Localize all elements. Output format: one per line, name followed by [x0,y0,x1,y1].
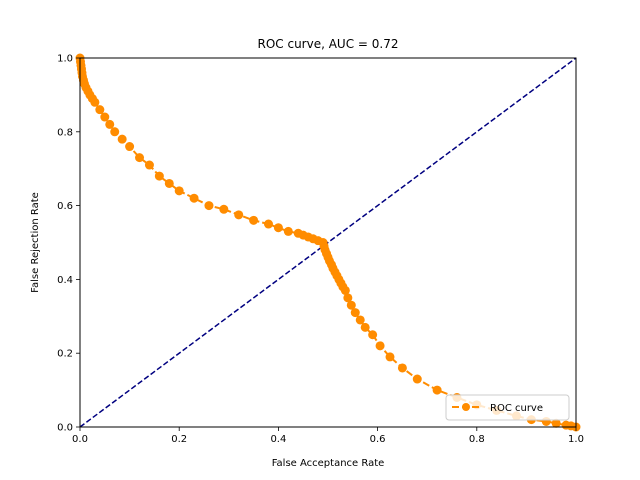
roc-point [432,385,442,395]
roc-point [355,315,365,325]
roc-point [360,322,370,332]
x-axis-label: False Acceptance Rate [272,458,385,469]
y-tick-label: 0.2 [57,349,73,360]
roc-point [385,352,395,362]
x-tick-label: 0.6 [370,434,386,445]
roc-point [110,127,120,137]
roc-point [343,293,353,303]
roc-point [350,308,360,318]
roc-point [164,178,174,188]
roc-point [105,119,115,129]
roc-point [174,186,184,196]
chance-diagonal-line [79,57,577,428]
y-tick-label: 0.6 [57,201,73,212]
plot-area [75,53,581,432]
roc-point [144,160,154,170]
legend: ROC curve [445,394,570,421]
roc-point [263,219,273,229]
roc-point [204,201,214,211]
legend-box [445,394,570,421]
axes-frame [79,57,577,428]
y-tick-label: 1.0 [57,54,73,65]
roc-point [273,223,283,233]
roc-point [125,142,135,152]
x-tick-label: 0.2 [171,434,187,445]
roc-point [154,171,164,181]
x-tick-label: 0.8 [469,434,485,445]
roc-point [249,215,259,225]
axis-ticks: 0.0 0.2 0.4 0.6 0.8 1.0 0.0 0.2 0.4 0.6 0.8 1.0 [57,54,584,446]
roc-point [375,341,385,351]
roc-point [135,153,145,163]
y-axis-label: False Rejection Rate [30,192,41,293]
x-tick-label: 0.4 [270,434,286,445]
roc-point [397,363,407,373]
legend-marker [462,403,470,411]
roc-point [90,97,100,107]
legend-label-roc-curve: ROC curve [490,403,543,414]
roc-point [368,330,378,340]
x-tick-label: 0.0 [72,434,88,445]
roc-point [340,285,350,295]
y-tick-label: 0.8 [57,127,73,138]
roc-point [95,105,105,115]
y-tick-label: 0.0 [57,423,73,434]
roc-point [551,418,561,428]
roc-point [189,193,199,203]
roc-point [346,300,356,310]
roc-point [412,374,422,384]
chart-title: ROC curve, AUC = 0.72 [258,37,399,51]
roc-point [100,112,110,122]
roc-point [117,134,127,144]
roc-point [234,210,244,220]
roc-point [283,226,293,236]
roc-point [219,204,229,214]
x-tick-label: 1.0 [568,434,584,445]
y-tick-label: 0.4 [57,275,73,286]
